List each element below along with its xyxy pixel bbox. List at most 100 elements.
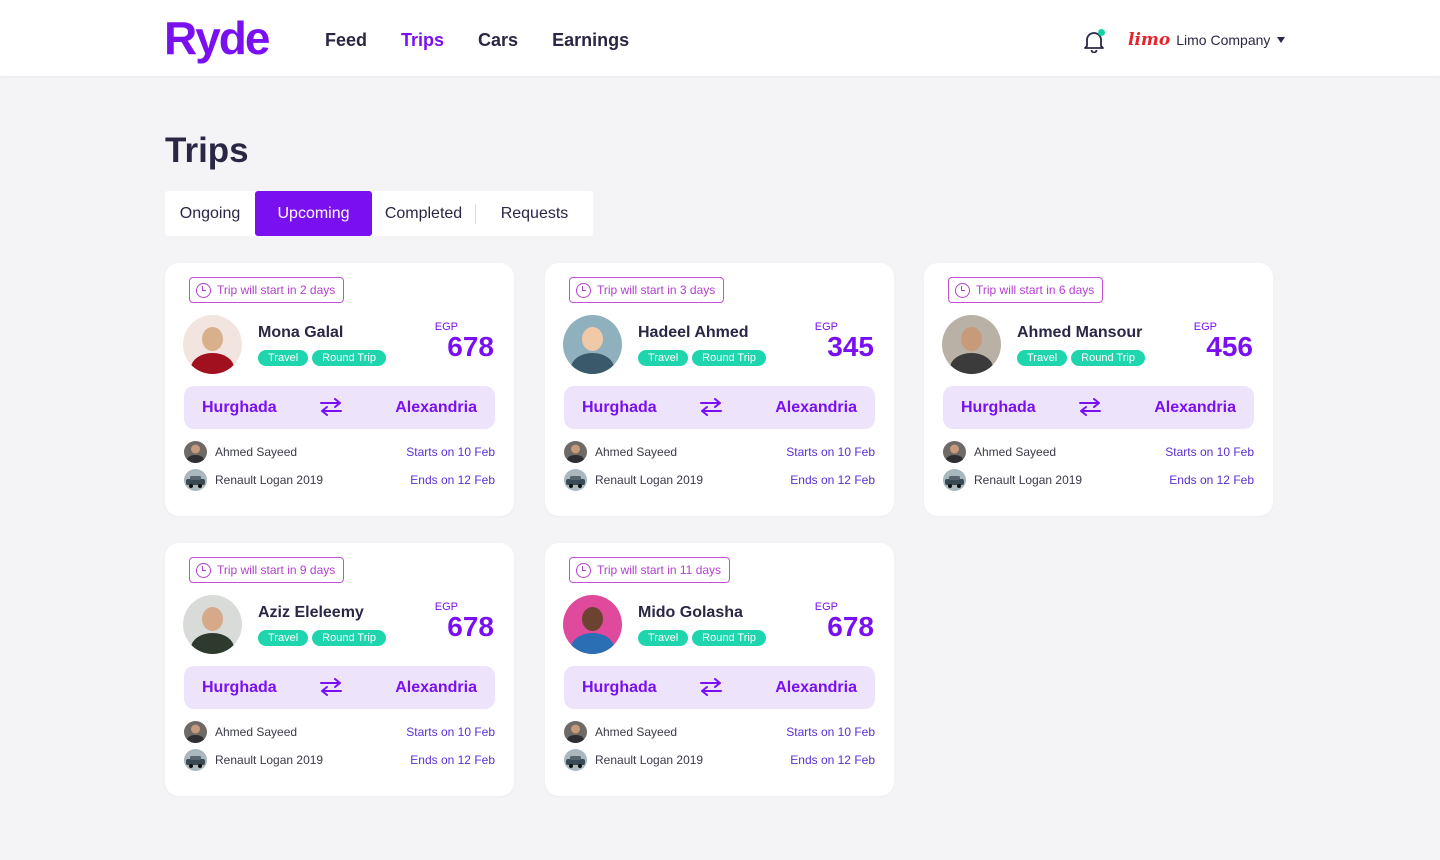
tab-upcoming[interactable]: Upcoming [255, 191, 372, 236]
avatar-body [571, 353, 614, 374]
avatar-head [202, 327, 223, 351]
passenger-avatar[interactable] [183, 595, 242, 654]
countdown-chip: Trip will start in 9 days [189, 557, 345, 583]
tag-round-trip: Round Trip [1071, 350, 1145, 366]
tag-round-trip: Round Trip [312, 350, 386, 366]
nav-feed[interactable]: Feed [325, 30, 368, 50]
car-thumbnail [943, 469, 966, 491]
currency-label: EGP [814, 601, 838, 613]
nav-earnings[interactable]: Earnings [552, 30, 630, 50]
chevron-down-icon [1277, 37, 1286, 43]
countdown-chip: Trip will start in 2 days [189, 277, 345, 303]
passenger-name: Mido Golasha [638, 604, 743, 621]
car-model: Renault Logan 2019 [215, 473, 324, 487]
driver-name: Ahmed Sayeed [595, 725, 678, 739]
page-title: Trips [165, 131, 249, 170]
route-bar: Hurghada Alexandria [564, 666, 875, 709]
start-date: Starts on 10 Feb [406, 445, 495, 459]
swap-arrows-icon [700, 678, 722, 696]
end-date: Ends on 12 Feb [790, 473, 875, 487]
driver-avatar [943, 441, 966, 463]
clock-icon [955, 282, 970, 298]
car-row: Renault Logan 2019 Ends on 12 Feb [943, 469, 1254, 491]
driver-avatar [184, 441, 207, 463]
nav-trips[interactable]: Trips [401, 30, 445, 50]
tag-round-trip: Round Trip [312, 630, 386, 646]
driver-avatar [564, 441, 587, 463]
passenger-avatar[interactable] [563, 315, 622, 374]
route-from: Hurghada [202, 399, 277, 416]
start-date: Starts on 10 Feb [1165, 445, 1254, 459]
route-to: Alexandria [395, 399, 477, 416]
avatar-head [961, 327, 982, 351]
limo-logo: limo [1128, 30, 1171, 50]
trip-card[interactable]: Trip will start in 2 days Mona Galal Tra… [165, 263, 514, 516]
trip-card[interactable]: Trip will start in 3 days Hadeel Ahmed T… [545, 263, 894, 516]
avatar-body [191, 353, 234, 374]
passenger-avatar[interactable] [183, 315, 242, 374]
avatar-head [582, 607, 603, 631]
end-date: Ends on 12 Feb [1169, 473, 1254, 487]
trip-price: 678 [827, 611, 874, 642]
swap-arrows-icon [700, 398, 722, 416]
tag-travel: Travel [1017, 350, 1068, 366]
company-switcher[interactable]: limo Limo Company [1128, 30, 1286, 50]
countdown-chip: Trip will start in 11 days [569, 557, 731, 583]
company-name: Limo Company [1176, 32, 1271, 48]
trip-card[interactable]: Trip will start in 6 days Ahmed Mansour … [924, 263, 1273, 516]
route-bar: Hurghada Alexandria [184, 666, 495, 709]
avatar-head [202, 607, 223, 631]
nav-cars[interactable]: Cars [478, 30, 519, 50]
trip-tags: Travel Round Trip [1017, 350, 1145, 366]
car-thumbnail [184, 749, 207, 771]
end-date: Ends on 12 Feb [410, 473, 495, 487]
avatar-body [950, 353, 993, 374]
countdown-text: Trip will start in 6 days [976, 283, 1095, 297]
tag-travel: Travel [638, 630, 689, 646]
swap-arrows-icon [320, 678, 342, 696]
passenger-avatar[interactable] [563, 595, 622, 654]
driver-name: Ahmed Sayeed [974, 445, 1057, 459]
passenger-name: Hadeel Ahmed [638, 324, 749, 341]
tab-ongoing[interactable]: Ongoing [179, 205, 241, 222]
car-thumbnail [564, 749, 587, 771]
ryde-logo[interactable]: Ryde [164, 12, 270, 64]
avatar-body [191, 633, 234, 654]
tab-requests[interactable]: Requests [500, 205, 569, 222]
passenger-avatar[interactable] [942, 315, 1001, 374]
trip-tags: Travel Round Trip [258, 350, 386, 366]
trip-card[interactable]: Trip will start in 9 days Aziz Eleleemy … [165, 543, 514, 796]
trip-tags: Travel Round Trip [258, 630, 386, 646]
clock-icon [196, 282, 211, 298]
car-row: Renault Logan 2019 Ends on 12 Feb [184, 469, 495, 491]
start-date: Starts on 10 Feb [786, 445, 875, 459]
route-bar: Hurghada Alexandria [943, 386, 1254, 429]
car-row: Renault Logan 2019 Ends on 12 Feb [564, 469, 875, 491]
currency-label: EGP [814, 321, 838, 333]
end-date: Ends on 12 Feb [790, 753, 875, 767]
trip-price: 345 [827, 331, 874, 362]
tab-divider [475, 203, 476, 224]
bell-icon[interactable] [1083, 29, 1105, 54]
tab-completed[interactable]: Completed [384, 205, 463, 222]
currency-label: EGP [434, 321, 458, 333]
driver-name: Ahmed Sayeed [215, 445, 298, 459]
tag-round-trip: Round Trip [692, 630, 766, 646]
tag-travel: Travel [638, 350, 689, 366]
passenger-name: Ahmed Mansour [1017, 324, 1143, 341]
trip-card[interactable]: Trip will start in 11 days Mido Golasha … [545, 543, 894, 796]
trip-price: 678 [447, 331, 494, 362]
start-date: Starts on 10 Feb [786, 725, 875, 739]
route-to: Alexandria [395, 679, 477, 696]
driver-avatar [564, 721, 587, 743]
route-from: Hurghada [582, 679, 657, 696]
trip-price: 678 [447, 611, 494, 642]
countdown-text: Trip will start in 11 days [597, 563, 722, 577]
trip-tags: Travel Round Trip [638, 350, 766, 366]
route-to: Alexandria [775, 679, 857, 696]
route-to: Alexandria [1154, 399, 1236, 416]
car-thumbnail [184, 469, 207, 491]
swap-arrows-icon [1079, 398, 1101, 416]
countdown-text: Trip will start in 9 days [217, 563, 336, 577]
countdown-text: Trip will start in 3 days [597, 283, 716, 297]
